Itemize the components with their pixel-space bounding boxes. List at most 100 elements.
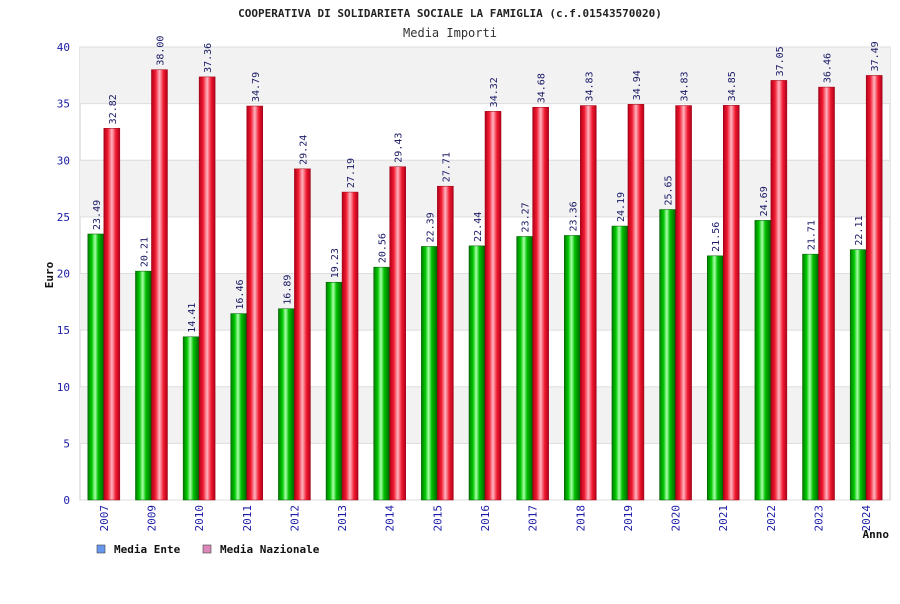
- y-tick-label: 40: [57, 41, 70, 54]
- bar-media-ente-2009: [135, 270, 152, 501]
- legend-swatch-media-nazionale: [202, 544, 212, 554]
- data-label-media-ente-2011: 16.46: [235, 279, 246, 309]
- legend-label-media-ente: Media Ente: [114, 543, 181, 556]
- x-tick-label-2018: 2018: [574, 505, 587, 532]
- data-label-media-nazionale-2021: 34.85: [727, 71, 738, 101]
- data-label-media-ente-2017: 23.27: [521, 202, 532, 232]
- bar-media-nazionale-2020: [675, 105, 692, 501]
- x-tick-label-2022: 2022: [765, 505, 778, 532]
- x-tick-label-2012: 2012: [288, 505, 301, 532]
- data-label-media-nazionale-2015: 27.71: [441, 152, 452, 182]
- y-tick-label: 20: [57, 268, 70, 281]
- x-tick-label-2016: 2016: [479, 505, 492, 532]
- data-label-media-ente-2020: 25.65: [664, 175, 675, 205]
- chart-subtitle: Media Importi: [403, 26, 497, 40]
- bar-media-nazionale-2011: [246, 105, 264, 501]
- bar-media-ente-2015: [421, 246, 438, 501]
- y-tick-label: 5: [63, 437, 70, 450]
- data-label-media-ente-2009: 20.21: [139, 237, 150, 267]
- bar-media-nazionale-2022: [770, 80, 788, 501]
- bar-media-nazionale-2013: [341, 191, 359, 501]
- x-axis-label: Anno: [863, 528, 890, 541]
- y-axis-label: Euro: [43, 261, 56, 288]
- bar-media-ente-2018: [564, 235, 581, 501]
- x-tick-label-2019: 2019: [622, 505, 635, 532]
- data-label-media-nazionale-2019: 34.94: [632, 70, 643, 100]
- data-label-media-ente-2022: 24.69: [759, 186, 770, 216]
- data-label-media-ente-2010: 14.41: [187, 303, 198, 333]
- x-tick-label-2021: 2021: [717, 505, 730, 532]
- bar-media-ente-2019: [611, 225, 629, 501]
- x-tick-label-2017: 2017: [527, 505, 540, 532]
- data-label-media-ente-2007: 23.49: [92, 200, 103, 230]
- data-label-media-nazionale-2009: 38.00: [155, 36, 166, 66]
- bar-media-ente-2020: [659, 209, 676, 501]
- x-tick-label-2014: 2014: [384, 505, 397, 532]
- bar-media-nazionale-2021: [722, 105, 740, 501]
- x-tick-label-2015: 2015: [431, 505, 444, 532]
- bar-media-nazionale-2010: [198, 76, 216, 501]
- bar-media-ente-2007: [87, 233, 105, 501]
- data-label-media-nazionale-2012: 29.24: [298, 135, 309, 165]
- data-label-media-nazionale-2010: 37.36: [203, 43, 214, 73]
- bar-media-nazionale-2024: [865, 75, 883, 501]
- x-tick-label-2024: 2024: [860, 505, 873, 532]
- data-label-media-nazionale-2018: 34.83: [584, 71, 595, 101]
- data-label-media-nazionale-2017: 34.68: [537, 73, 548, 103]
- bar-media-nazionale-2018: [580, 105, 597, 501]
- x-axis-ticks: 2007 2009 2010 2011 2012 2013 2014 2015 2016 2017…: [98, 505, 873, 532]
- data-label-media-ente-2013: 19.23: [330, 248, 341, 278]
- bar-media-ente-2014: [373, 266, 390, 501]
- bar-media-nazionale-2007: [103, 128, 121, 501]
- data-label-media-ente-2023: 21.71: [807, 220, 818, 250]
- bar-media-nazionale-2023: [818, 86, 835, 501]
- x-tick-label-2020: 2020: [670, 505, 683, 532]
- chart-title: COOPERATIVA DI SOLIDARIETA SOCIALE LA FA…: [238, 7, 662, 20]
- y-tick-label: 30: [57, 154, 70, 167]
- bar-media-ente-2016: [468, 245, 486, 501]
- bar-media-nazionale-2017: [532, 106, 549, 501]
- bar-media-nazionale-2009: [151, 69, 168, 501]
- y-tick-label: 15: [57, 324, 70, 337]
- bar-media-ente-2012: [278, 308, 295, 501]
- data-label-media-nazionale-2024: 37.49: [870, 41, 881, 71]
- x-tick-label-2023: 2023: [813, 505, 826, 532]
- bar-media-nazionale-2019: [627, 104, 645, 501]
- data-label-media-nazionale-2014: 29.43: [394, 133, 405, 163]
- data-label-media-nazionale-2007: 32.82: [108, 94, 119, 124]
- bar-media-nazionale-2016: [484, 111, 502, 501]
- x-tick-label-2009: 2009: [145, 505, 158, 532]
- y-tick-label: 25: [57, 211, 70, 224]
- bar-media-ente-2023: [802, 253, 819, 501]
- legend-label-media-nazionale: Media Nazionale: [220, 543, 320, 556]
- bar-media-nazionale-2015: [437, 185, 454, 501]
- bar-media-nazionale-2014: [389, 166, 406, 501]
- bar-media-ente-2024: [849, 249, 867, 501]
- y-tick-label: 10: [57, 381, 70, 394]
- data-label-media-ente-2015: 22.39: [425, 212, 436, 242]
- data-label-media-ente-2016: 22.44: [473, 212, 484, 242]
- x-tick-label-2007: 2007: [98, 505, 111, 532]
- bar-media-nazionale-2012: [294, 168, 311, 501]
- bar-media-ente-2022: [754, 220, 772, 501]
- y-tick-label: 0: [63, 494, 70, 507]
- data-label-media-nazionale-2013: 27.19: [346, 158, 357, 188]
- y-axis-ticks: 0 5 10 15 20 25 30 35 40: [57, 41, 70, 507]
- x-tick-label-2011: 2011: [241, 505, 254, 532]
- bars: [87, 69, 883, 501]
- data-label-media-ente-2019: 24.19: [616, 192, 627, 222]
- y-tick-label: 35: [57, 98, 70, 111]
- data-label-media-nazionale-2023: 36.46: [823, 53, 834, 83]
- legend-swatch-media-ente: [96, 544, 106, 554]
- data-label-media-ente-2014: 20.56: [378, 233, 389, 263]
- data-labels: 23.49 32.82 20.21 38.00 14.41 37.36 16.46 34.79…: [92, 36, 881, 333]
- bar-media-ente-2013: [325, 281, 343, 501]
- data-label-media-ente-2012: 16.89: [282, 275, 293, 305]
- legend: Media Ente Media Nazionale: [96, 543, 320, 556]
- bar-media-ente-2010: [182, 336, 200, 501]
- data-label-media-nazionale-2020: 34.83: [680, 71, 691, 101]
- bar-media-ente-2021: [706, 255, 724, 501]
- x-tick-label-2013: 2013: [336, 505, 349, 532]
- data-label-media-nazionale-2011: 34.79: [251, 72, 262, 102]
